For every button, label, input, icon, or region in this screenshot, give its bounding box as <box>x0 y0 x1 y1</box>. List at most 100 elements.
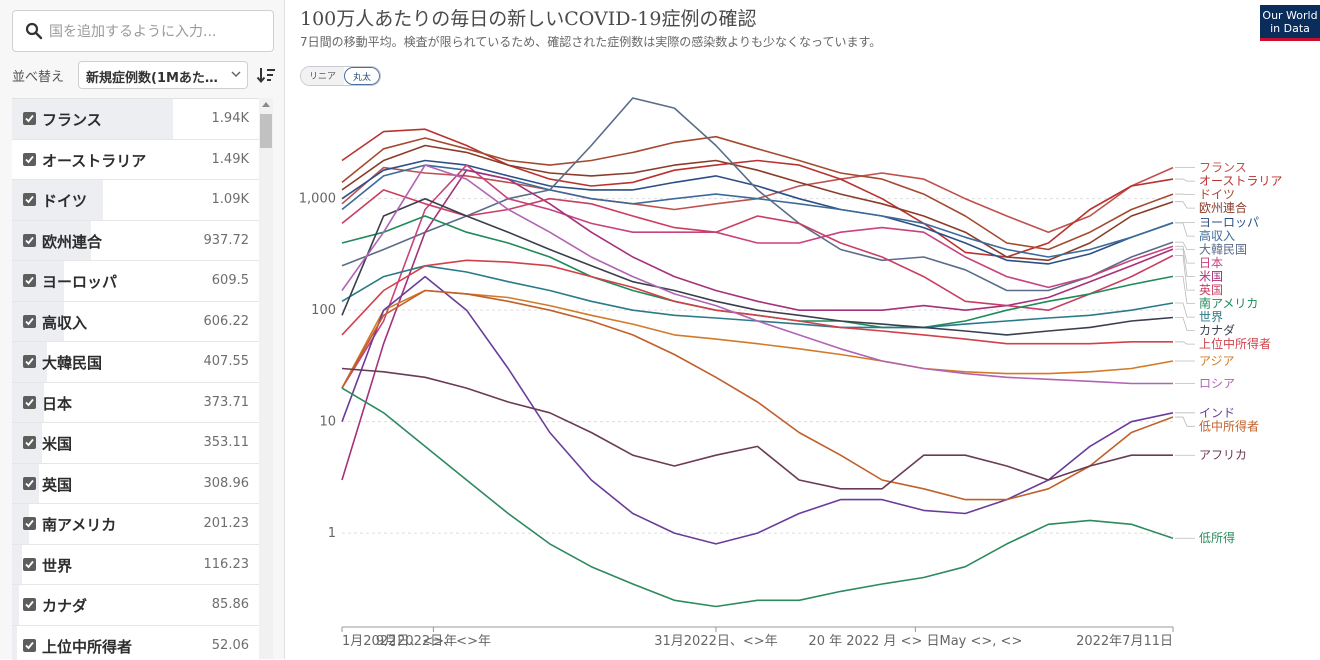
entity-value: 407.55 <box>204 354 250 369</box>
chevron-down-icon <box>231 70 241 78</box>
entity-checkbox[interactable] <box>23 396 36 409</box>
legend-connector <box>1175 223 1195 236</box>
entity-value: 353.11 <box>204 435 250 450</box>
series-label: 英国 <box>1199 283 1223 297</box>
entity-checkbox[interactable] <box>23 558 36 571</box>
entity-checkbox[interactable] <box>23 355 36 368</box>
search-box[interactable] <box>12 10 274 52</box>
entity-sidebar: 並べ替え 新規症例数(1Mあた… フランス1.94Kオーストラリア1.49Kドイ… <box>0 0 285 659</box>
entity-value: 52.06 <box>212 638 249 653</box>
legend-connector <box>1175 179 1195 181</box>
series-label: 米国 <box>1199 270 1223 284</box>
entity-name: 高収入 <box>42 312 87 333</box>
entity-checkbox[interactable] <box>23 274 36 287</box>
entity-value-bar <box>12 626 17 660</box>
entity-name: オーストラリア <box>42 150 146 171</box>
entity-name: 南アメリカ <box>42 514 116 535</box>
series-label: ロシア <box>1199 376 1235 390</box>
series-label: 日本 <box>1199 256 1223 270</box>
entity-name: フランス <box>42 109 102 130</box>
entity-checkbox[interactable] <box>23 436 36 449</box>
y-tick-label: 1 <box>328 526 336 541</box>
series-label: 高収入 <box>1199 228 1235 243</box>
series-line <box>342 291 1173 500</box>
legend-connector <box>1175 202 1195 208</box>
x-tick-label: 20 年 2022 月 <> 日May <>, <> <box>808 634 1022 649</box>
entity-value: 373.71 <box>204 395 250 410</box>
series-label: 世界 <box>1199 310 1223 324</box>
entity-name: カナダ <box>42 595 87 616</box>
series-label: アジア <box>1199 354 1235 368</box>
series-line <box>342 168 1173 233</box>
series-label: 低中所得者 <box>1199 418 1259 433</box>
series-label: ドイツ <box>1199 188 1235 202</box>
entity-value-bar <box>12 545 22 585</box>
series-label: 低所得 <box>1199 530 1235 545</box>
series-label: インド <box>1199 406 1235 420</box>
entity-checkbox[interactable] <box>23 315 36 328</box>
series-label: 大韓民国 <box>1199 243 1247 257</box>
x-tick-label: 2022年7月11日 <box>1076 634 1173 649</box>
entity-name: 世界 <box>42 555 72 576</box>
y-tick-label: 100 <box>311 303 336 318</box>
sort-select[interactable]: 新規症例数(1Mあた… <box>78 61 248 89</box>
entity-row[interactable]: 南アメリカ 201.23 <box>12 504 259 545</box>
entity-checkbox[interactable] <box>23 234 36 247</box>
series-line <box>342 277 1173 544</box>
entity-checkbox[interactable] <box>23 153 36 166</box>
x-tick-label: 31月2022日、<>年 <box>654 634 777 649</box>
owid-logo[interactable]: Our World in Data <box>1260 5 1320 41</box>
sort-direction-icon[interactable] <box>256 65 276 85</box>
series-label: フランス <box>1199 161 1247 175</box>
entity-row[interactable]: フランス 1.94K <box>12 99 259 140</box>
entity-name: 上位中所得者 <box>42 636 132 657</box>
entity-checkbox[interactable] <box>23 112 36 125</box>
series-label: ヨーロッパ <box>1199 216 1259 230</box>
series-line <box>342 291 1173 389</box>
search-input[interactable] <box>47 19 267 45</box>
series-line <box>342 165 1173 383</box>
scale-toggle[interactable]: リニア 丸太 <box>300 66 381 86</box>
logo-line-2: in Data <box>1260 22 1320 35</box>
entity-checkbox[interactable] <box>23 477 36 490</box>
sort-select-value: 新規症例数(1Mあた… <box>86 71 218 86</box>
entity-value: 201.23 <box>204 516 250 531</box>
series-line <box>342 388 1173 606</box>
series-line <box>342 369 1173 489</box>
legend-connector <box>1175 242 1195 250</box>
toggle-linear[interactable]: リニア <box>301 67 344 85</box>
entity-value: 308.96 <box>204 476 250 491</box>
series-label: アフリカ <box>1199 448 1247 462</box>
series-line <box>342 266 1173 328</box>
x-tick-label: 9月2022日、<>年 <box>376 634 491 649</box>
legend-connector <box>1175 194 1195 195</box>
entity-checkbox[interactable] <box>23 598 36 611</box>
entity-name: 欧州連合 <box>42 231 102 252</box>
toggle-log[interactable]: 丸太 <box>344 67 380 85</box>
series-line <box>342 98 1173 291</box>
series-line <box>342 199 1173 335</box>
entity-checkbox[interactable] <box>23 193 36 206</box>
y-tick-label: 1,000 <box>299 192 336 207</box>
entity-checkbox[interactable] <box>23 639 36 652</box>
sidebar-scrollbar[interactable] <box>259 98 273 659</box>
scrollbar-thumb[interactable] <box>260 114 272 148</box>
entity-value: 1.94K <box>212 111 249 126</box>
scroll-up-arrow-icon[interactable] <box>262 102 270 107</box>
entity-checkbox[interactable] <box>23 517 36 530</box>
legend-connector <box>1175 417 1195 426</box>
entity-row[interactable]: 上位中所得者 52.06 <box>12 626 259 660</box>
